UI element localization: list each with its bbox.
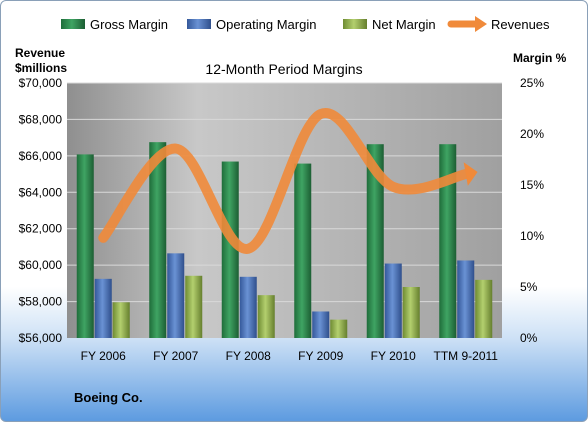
legend: Gross Margin Operating Margin Net Margin…	[61, 16, 550, 32]
legend-label-net-margin: Net Margin	[372, 17, 436, 32]
chart-title: 12-Month Period Margins	[205, 61, 362, 77]
operating-margin-bar	[167, 253, 185, 338]
right-tick-label: 0%	[520, 331, 538, 345]
category-label: TTM 9-2011	[434, 349, 499, 363]
legend-swatch-net-margin	[343, 19, 367, 29]
gross-margin-bar	[76, 154, 94, 338]
net-margin-bar	[475, 279, 493, 338]
category-label: FY 2007	[153, 349, 198, 363]
category-label: FY 2008	[226, 349, 271, 363]
revenue-line	[98, 108, 478, 254]
category-label: FY 2010	[371, 349, 416, 363]
legend-arrow-head	[475, 16, 487, 32]
category-label: FY 2006	[81, 349, 126, 363]
gross-margin-bar	[149, 142, 167, 338]
net-margin-bar	[112, 302, 130, 338]
legend-swatch-gross-margin	[61, 19, 85, 29]
bars	[76, 142, 493, 338]
left-tick-label: $58,000	[19, 295, 63, 309]
left-tick-label: $60,000	[19, 258, 63, 272]
net-margin-bar	[185, 275, 203, 338]
operating-margin-bar	[384, 263, 402, 338]
legend-label-gross-margin: Gross Margin	[90, 17, 168, 32]
operating-margin-bar	[312, 311, 330, 338]
left-tick-label: $66,000	[19, 149, 63, 163]
net-margin-bar	[402, 287, 420, 338]
right-tick-label: 10%	[520, 229, 544, 243]
left-tick-label: $70,000	[19, 76, 63, 90]
left-tick-label: $64,000	[19, 185, 63, 199]
right-tick-label: 20%	[520, 127, 544, 141]
legend-swatch-operating-margin	[187, 19, 211, 29]
right-tick-label: 5%	[520, 280, 538, 294]
plot-area	[67, 83, 502, 338]
left-tick-label: $56,000	[19, 331, 63, 345]
left-tick-label: $68,000	[19, 112, 63, 126]
category-label: FY 2009	[298, 349, 343, 363]
net-margin-bar	[257, 295, 275, 338]
grid-lines	[67, 82, 502, 303]
legend-label-operating-margin: Operating Margin	[216, 17, 316, 32]
operating-margin-bar	[457, 260, 475, 338]
revenue-line-arrowhead	[463, 162, 478, 186]
left-axis-title-line2: $millions	[15, 61, 67, 75]
operating-margin-bar	[94, 278, 112, 338]
left-axis-ticks: $56,000 $58,000 $60,000 $62,000 $64,000 $66,0…	[19, 76, 63, 345]
operating-margin-bar	[239, 276, 257, 338]
left-axis-title-line1: Revenue	[15, 46, 65, 60]
net-margin-bar	[330, 319, 348, 338]
gross-margin-bar	[439, 144, 457, 338]
gross-margin-bar	[366, 144, 384, 338]
legend-label-revenues: Revenues	[491, 17, 550, 32]
right-tick-label: 15%	[520, 178, 544, 192]
category-labels: FY 2006 FY 2007 FY 2008 FY 2009 FY 2010 TTM 9…	[81, 349, 499, 363]
right-tick-label: 25%	[520, 76, 544, 90]
left-tick-label: $62,000	[19, 222, 63, 236]
right-axis-title: Margin %	[513, 51, 567, 65]
company-name: Boeing Co.	[74, 390, 143, 405]
right-axis-ticks: 0% 5% 10% 15% 20% 25%	[520, 76, 544, 345]
gross-margin-bar	[221, 161, 239, 338]
gross-margin-bar	[294, 163, 312, 338]
